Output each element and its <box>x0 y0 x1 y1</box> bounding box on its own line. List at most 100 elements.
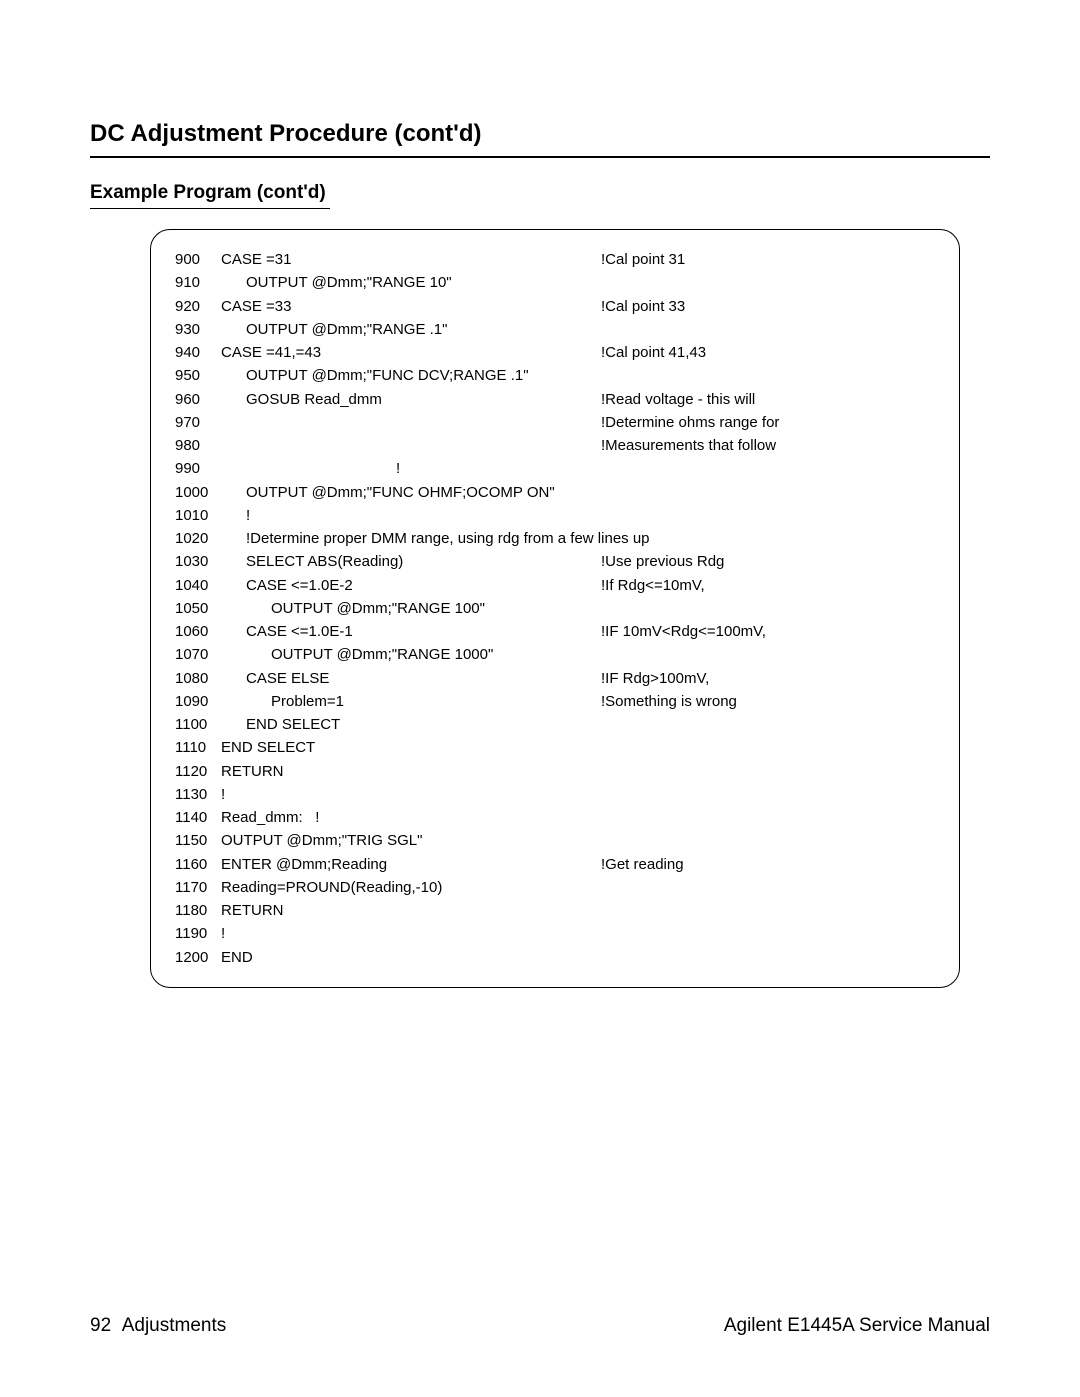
line-number: 940 <box>175 341 221 364</box>
footer-left: 92 Adjustments <box>90 1315 226 1337</box>
code-text: OUTPUT @Dmm;"RANGE 100" <box>221 597 601 620</box>
line-number: 1010 <box>175 504 221 527</box>
line-number: 1090 <box>175 690 221 713</box>
code-line: 1100 END SELECT <box>175 713 935 736</box>
line-number: 910 <box>175 271 221 294</box>
code-text: RETURN <box>221 899 601 922</box>
code-comment: !Read voltage - this will <box>601 388 755 411</box>
code-comment: !IF Rdg>100mV, <box>601 667 709 690</box>
code-text: CASE ELSE <box>221 667 601 690</box>
code-line: 930 OUTPUT @Dmm;"RANGE .1" <box>175 318 935 341</box>
code-line: 1180RETURN <box>175 899 935 922</box>
code-text: Reading=PROUND(Reading,-10) <box>221 876 601 899</box>
code-line: 1030 SELECT ABS(Reading)!Use previous Rd… <box>175 550 935 573</box>
footer-right: Agilent E1445A Service Manual <box>724 1315 990 1337</box>
line-number: 1170 <box>175 876 221 899</box>
line-number: 1110 <box>175 736 221 759</box>
code-line: 1090 Problem=1!Something is wrong <box>175 690 935 713</box>
code-text: CASE =41,=43 <box>221 341 601 364</box>
code-line: 1170Reading=PROUND(Reading,-10) <box>175 876 935 899</box>
code-comment: !Cal point 41,43 <box>601 341 706 364</box>
page-footer: 92 Adjustments Agilent E1445A Service Ma… <box>90 1315 990 1337</box>
line-number: 1050 <box>175 597 221 620</box>
code-line: 1160ENTER @Dmm;Reading!Get reading <box>175 853 935 876</box>
code-text <box>221 411 601 434</box>
line-number: 920 <box>175 295 221 318</box>
code-comment: !Measurements that follow <box>601 434 776 457</box>
code-text: ! <box>221 504 601 527</box>
code-text: Read_dmm: ! <box>221 806 601 829</box>
line-number: 1070 <box>175 643 221 666</box>
code-line: 1070 OUTPUT @Dmm;"RANGE 1000" <box>175 643 935 666</box>
code-line: 1140Read_dmm: ! <box>175 806 935 829</box>
code-text: !Determine proper DMM range, using rdg f… <box>221 527 601 550</box>
code-text: OUTPUT @Dmm;"TRIG SGL" <box>221 829 601 852</box>
line-number: 1180 <box>175 899 221 922</box>
code-line: 940CASE =41,=43!Cal point 41,43 <box>175 341 935 364</box>
code-line: 1000 OUTPUT @Dmm;"FUNC OHMF;OCOMP ON" <box>175 481 935 504</box>
page: DC Adjustment Procedure (cont'd) Example… <box>0 0 1080 1397</box>
code-line: 1080 CASE ELSE!IF Rdg>100mV, <box>175 667 935 690</box>
line-number: 1160 <box>175 853 221 876</box>
code-line: 920CASE =33!Cal point 33 <box>175 295 935 318</box>
code-text: END SELECT <box>221 713 601 736</box>
section-title: DC Adjustment Procedure (cont'd) <box>90 120 990 148</box>
code-line: 900CASE =31!Cal point 31 <box>175 248 935 271</box>
code-comment: !Use previous Rdg <box>601 550 724 573</box>
code-line: 1050 OUTPUT @Dmm;"RANGE 100" <box>175 597 935 620</box>
line-number: 1030 <box>175 550 221 573</box>
code-text: OUTPUT @Dmm;"FUNC OHMF;OCOMP ON" <box>221 481 601 504</box>
footer-chapter: Adjustments <box>122 1315 227 1336</box>
code-line: 960 GOSUB Read_dmm!Read voltage - this w… <box>175 388 935 411</box>
line-number: 1060 <box>175 620 221 643</box>
code-comment: !Something is wrong <box>601 690 737 713</box>
code-text: OUTPUT @Dmm;"RANGE .1" <box>221 318 601 341</box>
line-number: 1150 <box>175 829 221 852</box>
subsection-title: Example Program (cont'd) <box>90 182 990 204</box>
line-number: 950 <box>175 364 221 387</box>
code-text: CASE <=1.0E-1 <box>221 620 601 643</box>
code-text: ! <box>221 922 601 945</box>
code-line: 910 OUTPUT @Dmm;"RANGE 10" <box>175 271 935 294</box>
code-text: END SELECT <box>221 736 601 759</box>
code-text: RETURN <box>221 760 601 783</box>
code-text: ! <box>221 783 601 806</box>
code-line: 1150OUTPUT @Dmm;"TRIG SGL" <box>175 829 935 852</box>
line-number: 1190 <box>175 922 221 945</box>
code-text: END <box>221 946 601 969</box>
code-text: CASE <=1.0E-2 <box>221 574 601 597</box>
line-number: 990 <box>175 457 221 480</box>
line-number: 900 <box>175 248 221 271</box>
line-number: 1130 <box>175 783 221 806</box>
code-line: 970!Determine ohms range for <box>175 411 935 434</box>
line-number: 1140 <box>175 806 221 829</box>
code-text: GOSUB Read_dmm <box>221 388 601 411</box>
line-number: 1080 <box>175 667 221 690</box>
code-text <box>221 434 601 457</box>
code-line: 1130! <box>175 783 935 806</box>
code-text: Problem=1 <box>221 690 601 713</box>
code-comment: !If Rdg<=10mV, <box>601 574 705 597</box>
line-number: 1000 <box>175 481 221 504</box>
code-line: 1020 !Determine proper DMM range, using … <box>175 527 935 550</box>
code-text: CASE =33 <box>221 295 601 318</box>
code-text: OUTPUT @Dmm;"RANGE 1000" <box>221 643 601 666</box>
code-line: 1040 CASE <=1.0E-2!If Rdg<=10mV, <box>175 574 935 597</box>
page-number: 92 <box>90 1315 111 1336</box>
code-comment: !Get reading <box>601 853 684 876</box>
line-number: 960 <box>175 388 221 411</box>
code-comment: !Determine ohms range for <box>601 411 779 434</box>
line-number: 1120 <box>175 760 221 783</box>
code-text: ENTER @Dmm;Reading <box>221 853 601 876</box>
code-line: 990 ! <box>175 457 935 480</box>
line-number: 1020 <box>175 527 221 550</box>
code-line: 1110END SELECT <box>175 736 935 759</box>
line-number: 930 <box>175 318 221 341</box>
code-text: OUTPUT @Dmm;"RANGE 10" <box>221 271 601 294</box>
line-number: 1040 <box>175 574 221 597</box>
line-number: 980 <box>175 434 221 457</box>
code-comment: !Cal point 33 <box>601 295 685 318</box>
code-line: 1200END <box>175 946 935 969</box>
code-line: 1060 CASE <=1.0E-1!IF 10mV<Rdg<=100mV, <box>175 620 935 643</box>
code-line: 1120RETURN <box>175 760 935 783</box>
